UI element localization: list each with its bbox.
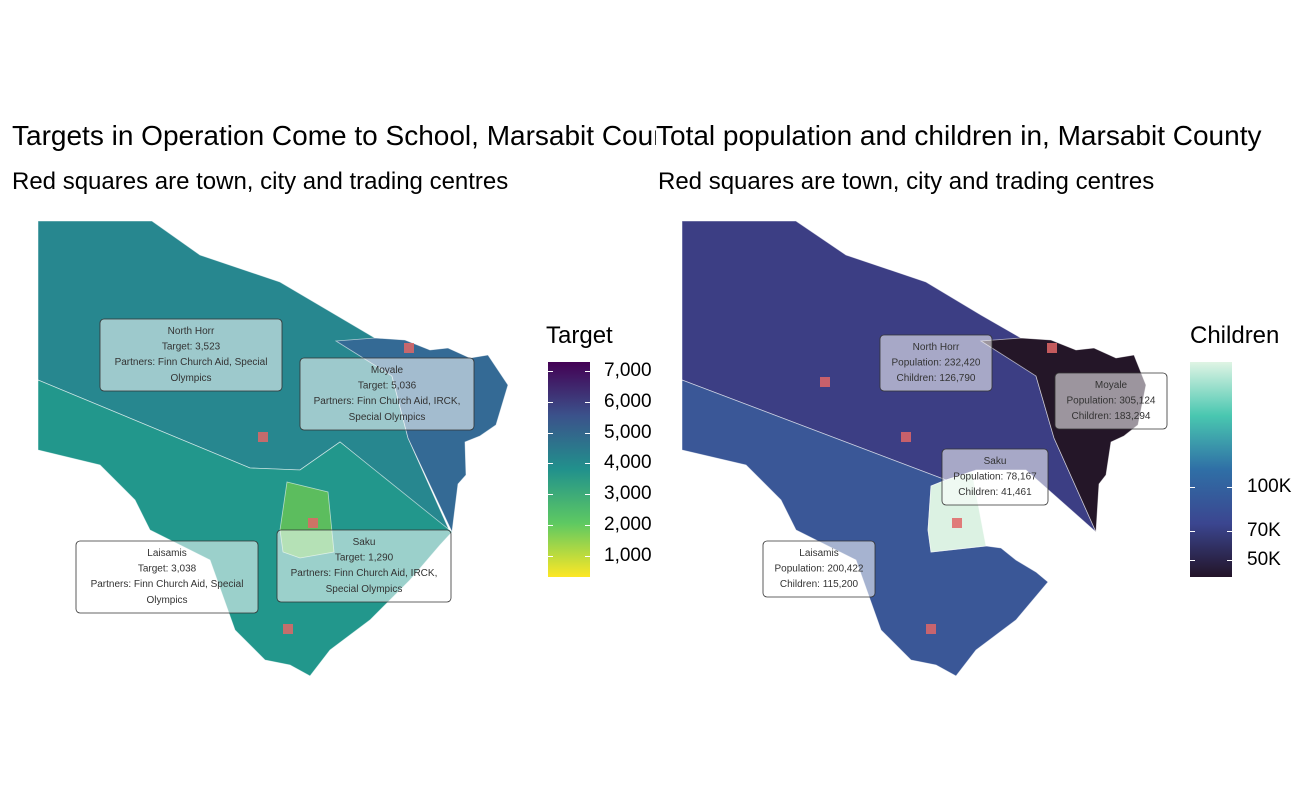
legend-tick-mark [585,463,590,465]
town-marker [952,518,962,528]
children-legend-title: Children [1190,322,1280,349]
label-north-horr: North Horr Target: 3,523 Partners: Finn Ch… [99,318,283,392]
target-map: North Horr Target: 3,523 Partners: Finn Ch… [37,220,590,677]
legend-tick-mark [1190,486,1195,488]
label-line: Population: 305,124 [1067,395,1156,406]
label-line: Partners: Finn Church Aid, IRCK, [314,396,461,407]
label-laisamis: Laisamis Population: 200,422 Children: 115… [762,540,876,598]
legend-tick-mark [548,432,553,434]
legend-tick-label: 5,000 [604,421,652,443]
label-box [941,448,1049,506]
legend-tick-mark [548,555,553,557]
label-line: Special Olympics [326,584,403,595]
legend-tick-mark [585,555,590,557]
label-line: Partners: Finn Church Aid, Special [115,357,268,368]
town-marker [258,432,268,442]
label-line: Population: 232,420 [892,357,981,368]
label-box [75,540,259,614]
population-map-title: Total population and children in, Marsab… [656,120,1262,151]
legend-tick-mark [585,524,590,526]
label-north-horr: North Horr Population: 232,420 Children: 1… [879,334,993,392]
legend-tick-label: 7,000 [604,360,652,382]
legend-tick-label: 2,000 [604,513,652,535]
label-line: Population: 200,422 [775,563,864,574]
label-saku: Saku Target: 1,290 Partners: Finn Church A… [276,529,452,603]
label-line: Target: 3,523 [162,342,221,353]
label-line: Target: 3,038 [138,564,197,575]
target-colorbar [548,362,590,577]
legend-tick-mark [585,494,590,496]
legend-tick-label: 3,000 [604,483,652,505]
label-line: Olympics [170,373,211,384]
label-line: Population: 78,167 [953,471,1037,482]
label-line: Children: 126,790 [897,373,976,384]
legend-tick-mark [1190,530,1195,532]
label-line: Children: 41,461 [958,487,1032,498]
legend-tick-mark [585,401,590,403]
legend-tick-label: 50K [1247,548,1281,570]
label-line: Saku [353,537,376,548]
legend-tick-mark [548,371,553,373]
label-line: Children: 183,294 [1072,411,1151,422]
label-line: Moyale [1095,380,1128,391]
legend-tick-label: 100K [1247,475,1292,497]
label-laisamis: Laisamis Target: 3,038 Partners: Finn Chur… [75,540,259,614]
legend-tick-mark [1227,530,1232,532]
region-border [1047,531,1097,583]
legend-tick-label: 1,000 [604,544,652,566]
legend-tick-label: 70K [1247,519,1281,541]
population-map: North Horr Population: 232,420 Children: 1… [681,220,1232,677]
label-line: Children: 115,200 [780,579,859,590]
legend-tick-mark [548,463,553,465]
target-map-title: Targets in Operation Come to School, Mar… [12,120,656,151]
label-moyale: Moyale Target: 5,036 Partners: Finn Church… [299,357,475,431]
label-line: Special Olympics [349,412,426,423]
legend-tick-mark [1227,559,1232,561]
legend-tick-mark [548,524,553,526]
label-box [99,318,283,392]
label-line: Target: 1,290 [335,553,394,564]
legend-tick-mark [1227,486,1232,488]
population-map-subtitle: Red squares are town, city and trading c… [658,168,1155,195]
label-moyale: Moyale Population: 305,124 Children: 183,2… [1054,372,1168,430]
town-marker [404,343,414,353]
town-marker [283,624,293,634]
label-box [299,357,475,431]
town-marker [308,518,318,528]
label-box [762,540,876,598]
town-marker [1047,343,1057,353]
target-legend-title: Target [546,322,613,349]
children-colorbar [1190,362,1232,577]
town-marker [901,432,911,442]
legend-tick-mark [548,401,553,403]
legend-tick-mark [1190,559,1195,561]
town-marker [926,624,936,634]
label-line: Laisamis [147,548,186,559]
town-marker [820,377,830,387]
label-line: Target: 5,036 [358,381,417,392]
label-box [879,334,993,392]
legend-tick-mark [585,432,590,434]
label-box [276,529,452,603]
label-saku: Saku Population: 78,167 Children: 41,461 [941,448,1049,506]
population-map-panel: Total population and children in, Marsab… [656,0,1312,811]
label-line: Partners: Finn Church Aid, Special [91,579,244,590]
label-line: Partners: Finn Church Aid, IRCK, [291,568,438,579]
label-box [1054,372,1168,430]
legend-tick-label: 6,000 [604,390,652,412]
label-line: Olympics [146,595,187,606]
legend-tick-label: 4,000 [604,452,652,474]
target-map-subtitle: Red squares are town, city and trading c… [12,168,509,195]
legend-tick-mark [548,494,553,496]
label-line: Laisamis [799,548,838,559]
label-line: Moyale [371,365,404,376]
label-line: North Horr [168,326,215,337]
target-map-panel: Targets in Operation Come to School, Mar… [12,120,656,677]
legend-tick-mark [585,371,590,373]
label-line: North Horr [913,342,960,353]
label-line: Saku [984,456,1007,467]
